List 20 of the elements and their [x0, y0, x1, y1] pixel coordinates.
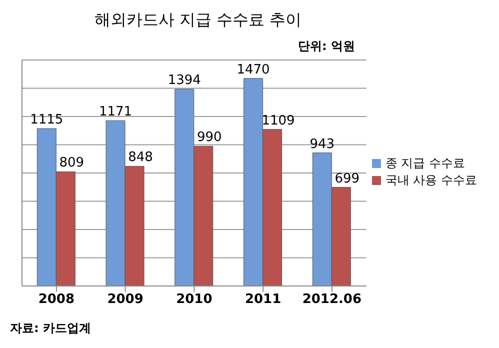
- x-tick-label: 2008: [38, 292, 75, 308]
- x-tick-label: 2010: [176, 292, 212, 308]
- text: 단위: 억원: [298, 38, 355, 55]
- data-label: 1470: [236, 62, 270, 78]
- x-tick-label: 2011: [244, 292, 282, 308]
- legend-label: 국내 사용 수수료: [385, 173, 477, 187]
- data-label: 1115: [30, 112, 64, 128]
- data-label: 848: [128, 150, 153, 166]
- data-label: 1171: [98, 104, 132, 120]
- x-tick-label: 2009: [107, 292, 144, 308]
- x-tick-label: 2012.06: [302, 292, 362, 308]
- text: 자료: 카드업계: [10, 320, 91, 337]
- data-label: 699: [334, 171, 360, 186]
- data-label: 1109: [262, 113, 295, 128]
- data-label: 809: [59, 156, 84, 171]
- data-label: 990: [196, 130, 222, 146]
- legend-label: 종 지급 수수료: [385, 156, 465, 170]
- chart-title: 해외카드사 지급 수수료 추이: [93, 10, 303, 31]
- data-label: 943: [310, 136, 335, 152]
- data-label: 1394: [168, 73, 201, 88]
